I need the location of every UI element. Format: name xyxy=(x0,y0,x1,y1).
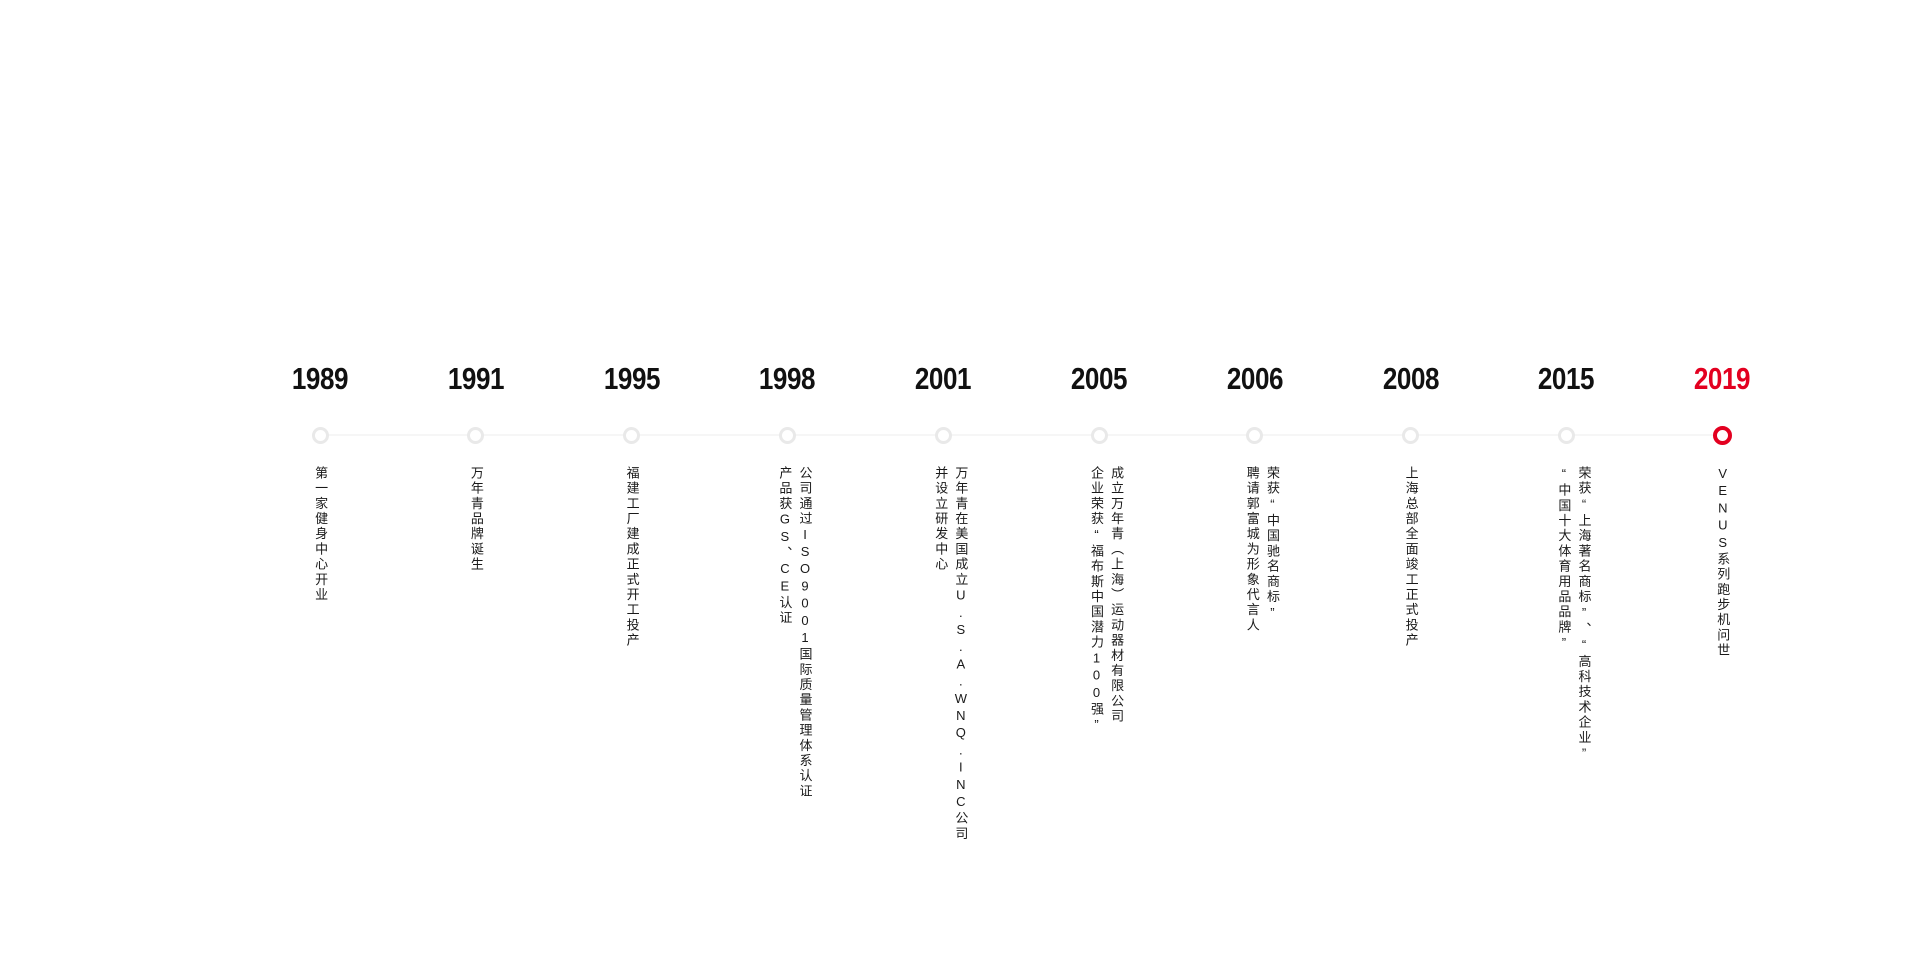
timeline-caption-line: “中国十大体育用品品牌” xyxy=(1556,466,1572,653)
timeline-caption-line: 上海总部全面竣工正式投产 xyxy=(1403,466,1419,649)
timeline-year-text: 2019 xyxy=(1694,361,1751,396)
timeline-year-label: 2008 xyxy=(1377,363,1444,394)
timeline-caption-line: 公司通过ISO9001国际质量管理体系认证 xyxy=(797,466,813,800)
timeline-year-label: 2015 xyxy=(1533,363,1600,394)
timeline-caption-line: 荣获“上海著名商标”、“高科技术企业” xyxy=(1576,466,1592,763)
timeline-year-label: 1995 xyxy=(598,363,665,394)
timeline-caption-group: 荣获“上海著名商标”、“高科技术企业” “中国十大体育用品品牌” xyxy=(1539,466,1593,763)
timeline-dot-icon[interactable] xyxy=(778,426,796,444)
timeline-year-text: 2015 xyxy=(1538,361,1595,396)
timeline-year-label: 1998 xyxy=(754,363,821,394)
timeline-caption-line: 第一家健身中心开业 xyxy=(313,466,329,603)
timeline-dot-icon[interactable] xyxy=(311,426,329,444)
timeline-caption-group: 成立万年青（上海）运动器材有限公司 企业荣获“福布斯中国潜力100强” xyxy=(1072,466,1126,734)
timeline-caption-line: 并设立研发中心 xyxy=(933,466,949,573)
timeline-caption-line: 聘请郭富城为形象代言人 xyxy=(1244,466,1260,634)
timeline-year-text: 2005 xyxy=(1070,361,1128,396)
timeline-caption-line: 企业荣获“福布斯中国潜力100强” xyxy=(1089,466,1104,735)
timeline-dot-icon[interactable] xyxy=(934,426,952,444)
timeline-caption-group: 第一家健身中心开业 xyxy=(310,466,330,603)
timeline-caption-line: 万年青品牌诞生 xyxy=(468,466,484,573)
timeline-year-label: 2019 xyxy=(1689,363,1756,394)
timeline-year-text: 1991 xyxy=(447,361,505,396)
timeline-dot-icon[interactable] xyxy=(1246,426,1264,444)
timeline-dot-active-icon[interactable] xyxy=(1712,425,1732,445)
timeline-caption-line: 万年青在美国成立U.S.A.WNQ.INC公司 xyxy=(953,466,969,842)
timeline-year-text: 2006 xyxy=(1226,361,1284,396)
timeline-year-text: 1989 xyxy=(291,361,349,396)
timeline-caption-line: 成立万年青（上海）运动器材有限公司 xyxy=(1109,466,1125,725)
timeline-caption-group: 荣获“中国驰名商标” 聘请郭富城为形象代言人 xyxy=(1228,466,1282,633)
timeline-caption-line: 荣获“中国驰名商标” xyxy=(1264,466,1280,622)
timeline-year-text: 2008 xyxy=(1382,361,1439,396)
timeline-dot-icon[interactable] xyxy=(467,426,485,444)
timeline-caption-group: 福建工厂建成正式开工投产 xyxy=(622,466,642,648)
timeline-year-label: 2005 xyxy=(1066,363,1133,394)
timeline-caption-group: 万年青在美国成立U.S.A.WNQ.INC公司 并设立研发中心 xyxy=(916,466,970,842)
timeline-caption-line: VENUS系列跑步机问世 xyxy=(1715,466,1731,659)
timeline-dot-icon[interactable] xyxy=(623,426,641,444)
timeline-rail xyxy=(320,434,1722,436)
timeline-caption-line: 产品获GS、CE认证 xyxy=(777,466,793,626)
timeline-year-text: 1995 xyxy=(603,361,660,396)
timeline-dot-icon[interactable] xyxy=(1090,426,1108,444)
timeline-year-label: 1989 xyxy=(287,363,354,394)
timeline-dot-icon[interactable] xyxy=(1402,426,1420,444)
timeline-caption-group: 公司通过ISO9001国际质量管理体系认证 产品获GS、CE认证 xyxy=(760,466,814,799)
timeline-year-label: 2001 xyxy=(910,363,977,394)
timeline-caption-group: 上海总部全面竣工正式投产 xyxy=(1401,466,1421,648)
timeline-year-text: 2001 xyxy=(915,361,972,396)
timeline-caption-group: VENUS系列跑步机问世 xyxy=(1712,466,1732,658)
timeline-dot-icon[interactable] xyxy=(1557,426,1575,444)
timeline-year-label: 1991 xyxy=(442,363,509,394)
timeline-caption-group: 万年青品牌诞生 xyxy=(466,466,486,572)
timeline-caption-line: 福建工厂建成正式开工投产 xyxy=(624,466,640,649)
timeline-year-text: 1998 xyxy=(759,361,816,396)
timeline-year-label: 2006 xyxy=(1221,363,1288,394)
